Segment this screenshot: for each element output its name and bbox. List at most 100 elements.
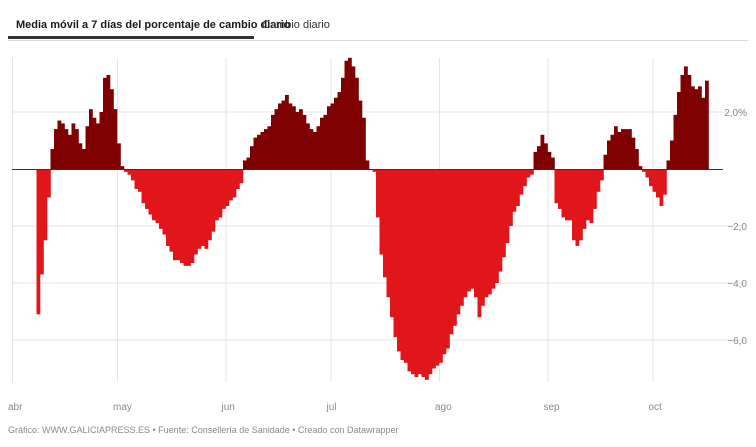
bar-negative: [173, 169, 177, 261]
bar-negative: [414, 169, 419, 378]
bar-negative: [379, 169, 384, 255]
bar-positive: [99, 112, 104, 169]
bar-positive: [628, 129, 632, 169]
bar-negative: [183, 169, 188, 266]
bar-positive: [621, 129, 625, 169]
bar-negative: [586, 169, 590, 221]
bar-positive: [54, 129, 58, 169]
bar-negative: [176, 169, 181, 261]
y-tick-label: 2,0%: [724, 108, 747, 119]
bar-positive: [292, 106, 296, 169]
bar-chart: abr may jun jul ago sep oct 2,0% −2,0 −4,0 −6,0: [8, 57, 747, 413]
tab-moving-average[interactable]: Media móvil a 7 días del porcentaje de c…: [16, 19, 291, 31]
bar-negative: [215, 169, 219, 221]
bar-positive: [551, 157, 555, 169]
bar-negative: [565, 169, 569, 221]
bar-positive: [264, 129, 268, 169]
bar-positive: [278, 103, 282, 169]
bar-negative: [218, 169, 223, 218]
bar-negative: [519, 169, 524, 195]
bar-negative: [428, 169, 433, 375]
bar-negative: [211, 169, 216, 232]
bar-positive: [344, 60, 349, 170]
x-tick-label: sep: [544, 402, 561, 413]
bar-negative: [407, 169, 412, 372]
x-tick-label: ago: [435, 402, 452, 413]
bar-negative: [512, 169, 517, 212]
bar-negative: [463, 169, 468, 298]
bar-positive: [680, 74, 685, 169]
bar-positive: [271, 114, 275, 169]
bar-series: [36, 57, 709, 380]
bar-positive: [638, 166, 643, 169]
bar-negative: [204, 169, 209, 249]
bar-negative: [474, 169, 478, 298]
bar-negative: [589, 169, 594, 224]
tab-daily-change[interactable]: Cambio diario: [262, 19, 330, 31]
bar-negative: [498, 169, 503, 272]
bar-negative: [579, 169, 583, 241]
bar-negative: [446, 169, 450, 349]
bar-positive: [687, 74, 692, 169]
bar-negative: [649, 169, 653, 187]
tab-bar: Media móvil a 7 días del porcentaje de c…: [8, 0, 748, 41]
bar-negative: [152, 169, 156, 221]
bar-positive: [82, 149, 86, 169]
bar-negative: [596, 169, 601, 192]
bar-negative: [180, 169, 184, 264]
bar-positive: [677, 92, 681, 169]
bar-negative: [404, 169, 408, 363]
bar-positive: [334, 97, 338, 169]
bar-negative: [568, 169, 573, 221]
bar-negative: [449, 169, 454, 335]
bar-positive: [348, 57, 352, 169]
bar-positive: [337, 92, 342, 169]
bar-positive: [75, 129, 79, 169]
bar-positive: [120, 166, 125, 169]
bar-positive: [117, 143, 121, 169]
bar-positive: [89, 109, 93, 169]
bar-negative: [435, 169, 440, 366]
bar-negative: [232, 169, 237, 198]
bar-positive: [257, 134, 261, 169]
bar-negative: [155, 169, 160, 224]
bar-negative: [383, 169, 387, 278]
bar-negative: [460, 169, 464, 306]
bar-negative: [421, 169, 426, 378]
bar-positive: [260, 131, 265, 169]
bar-negative: [652, 169, 657, 192]
bar-negative: [190, 169, 195, 264]
bar-negative: [659, 169, 664, 207]
bar-positive: [365, 160, 370, 169]
bar-negative: [554, 169, 559, 204]
bar-negative: [456, 169, 461, 315]
bar-positive: [614, 126, 618, 169]
bar-positive: [607, 140, 611, 169]
bar-negative: [523, 169, 527, 187]
bar-positive: [547, 151, 552, 169]
x-tick-label: jun: [221, 402, 235, 413]
tick-labels: abr may jun jul ago sep oct 2,0% −2,0 −4,0 −6,0: [8, 108, 747, 413]
bar-positive: [302, 114, 307, 169]
y-tick-label: −4,0: [727, 279, 747, 290]
bar-negative: [505, 169, 510, 244]
bar-positive: [85, 126, 90, 169]
bar-positive: [544, 143, 548, 169]
bar-negative: [470, 169, 475, 289]
bar-positive: [330, 103, 335, 169]
bar-negative: [390, 169, 394, 318]
bar-negative: [600, 169, 604, 181]
bar-positive: [603, 154, 608, 169]
gridlines: [12, 58, 745, 382]
bar-negative: [222, 169, 226, 209]
bar-negative: [572, 169, 576, 241]
bar-negative: [236, 169, 240, 189]
bar-negative: [663, 169, 667, 195]
y-tick-label: −2,0: [727, 222, 747, 233]
bar-negative: [40, 169, 44, 275]
bar-negative: [148, 169, 153, 215]
bar-positive: [666, 160, 671, 169]
bar-negative: [502, 169, 506, 258]
bar-positive: [673, 114, 678, 169]
x-tick-label: jul: [326, 402, 337, 413]
